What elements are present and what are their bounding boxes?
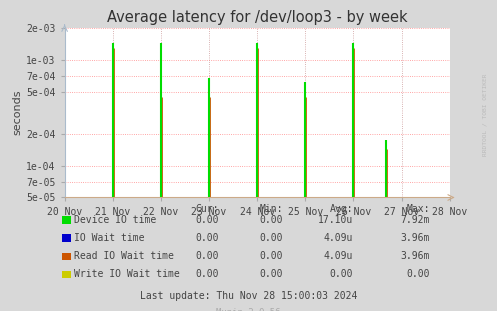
Text: 0.00: 0.00: [407, 269, 430, 279]
Text: 0.00: 0.00: [330, 269, 353, 279]
Text: 0.00: 0.00: [260, 251, 283, 261]
Text: 0.00: 0.00: [195, 233, 219, 243]
Text: RRDTOOL / TOBI OETIKER: RRDTOOL / TOBI OETIKER: [482, 74, 487, 156]
Text: 0.00: 0.00: [260, 215, 283, 225]
Text: 3.96m: 3.96m: [401, 251, 430, 261]
Text: IO Wait time: IO Wait time: [74, 233, 144, 243]
Text: Munin 2.0.56: Munin 2.0.56: [216, 308, 281, 311]
Text: 4.09u: 4.09u: [324, 233, 353, 243]
Text: 4.09u: 4.09u: [324, 251, 353, 261]
Text: 0.00: 0.00: [195, 251, 219, 261]
Text: Device IO time: Device IO time: [74, 215, 156, 225]
Text: 0.00: 0.00: [195, 269, 219, 279]
Text: Read IO Wait time: Read IO Wait time: [74, 251, 173, 261]
Text: Max:: Max:: [407, 204, 430, 214]
Text: 7.92m: 7.92m: [401, 215, 430, 225]
Text: 0.00: 0.00: [260, 233, 283, 243]
Title: Average latency for /dev/loop3 - by week: Average latency for /dev/loop3 - by week: [107, 11, 408, 26]
Text: Min:: Min:: [260, 204, 283, 214]
Text: Last update: Thu Nov 28 15:00:03 2024: Last update: Thu Nov 28 15:00:03 2024: [140, 291, 357, 301]
Text: 17.10u: 17.10u: [318, 215, 353, 225]
Text: Avg:: Avg:: [330, 204, 353, 214]
Text: Write IO Wait time: Write IO Wait time: [74, 269, 179, 279]
Text: 0.00: 0.00: [195, 215, 219, 225]
Text: 0.00: 0.00: [260, 269, 283, 279]
Text: Cur:: Cur:: [195, 204, 219, 214]
Text: 3.96m: 3.96m: [401, 233, 430, 243]
Y-axis label: seconds: seconds: [12, 90, 22, 136]
